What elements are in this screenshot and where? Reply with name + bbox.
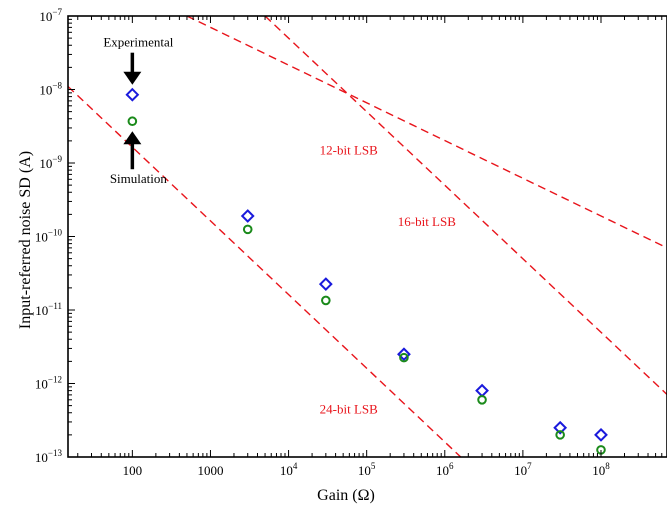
y-tick-label: 10−9 — [39, 154, 62, 171]
experimental-point — [125, 87, 140, 102]
plot-frame — [67, 15, 667, 458]
data-markers — [125, 87, 608, 455]
reference-line-0 — [186, 16, 667, 249]
y-axis-label: Input-referred noise SD (A) — [17, 151, 34, 329]
experimental-point — [553, 420, 568, 435]
simulation-point — [321, 295, 331, 306]
annotation-simulation: Simulation — [110, 171, 168, 186]
x-tick-label: 107 — [514, 461, 532, 478]
experimental-point — [594, 427, 608, 442]
y-tick-label: 10−8 — [39, 81, 62, 98]
x-tick-label: 100 — [123, 463, 143, 478]
axes: 100 1000 104 105 106 107 108 10−13 10−12 10−11 10−… — [35, 7, 667, 478]
simulation-point — [555, 430, 565, 440]
simulation-point — [477, 395, 487, 405]
x-tick-label: 1000 — [197, 463, 223, 478]
annotation-experimental: Experimental — [103, 35, 173, 50]
reference-line-1 — [264, 16, 667, 395]
x-tick-label: 108 — [592, 461, 610, 478]
experimental-point — [318, 277, 333, 292]
annotations: 12-bit LSB 16-bit LSB 24-bit LSB Experiment… — [103, 35, 456, 417]
experimental-point — [475, 383, 489, 398]
x-tick-label: 105 — [358, 461, 376, 478]
reference-line-label-2: 24-bit LSB — [320, 402, 378, 417]
y-tick-label: 10−7 — [39, 7, 62, 24]
simulation-point — [242, 224, 253, 235]
x-axis-label: Gain (Ω) — [317, 487, 375, 504]
y-tick-label: 10−13 — [35, 448, 63, 465]
reference-lines — [68, 16, 667, 457]
x-tick-label: 106 — [436, 461, 454, 478]
experimental-point — [240, 209, 255, 223]
y-tick-label: 10−10 — [35, 228, 63, 245]
experimental-point — [397, 347, 411, 362]
x-tick-label: 104 — [280, 461, 298, 478]
simulation-arrow-head — [123, 131, 142, 145]
experimental-arrow-head — [123, 71, 142, 85]
reference-line-2 — [68, 85, 462, 457]
y-tick-label: 10−11 — [35, 301, 62, 318]
y-tick-label: 10−12 — [35, 375, 62, 392]
simulation-point — [127, 116, 138, 127]
simulation-point — [399, 352, 409, 363]
reference-line-label-0: 12-bit LSB — [320, 143, 378, 158]
reference-line-label-1: 16-bit LSB — [398, 214, 456, 229]
